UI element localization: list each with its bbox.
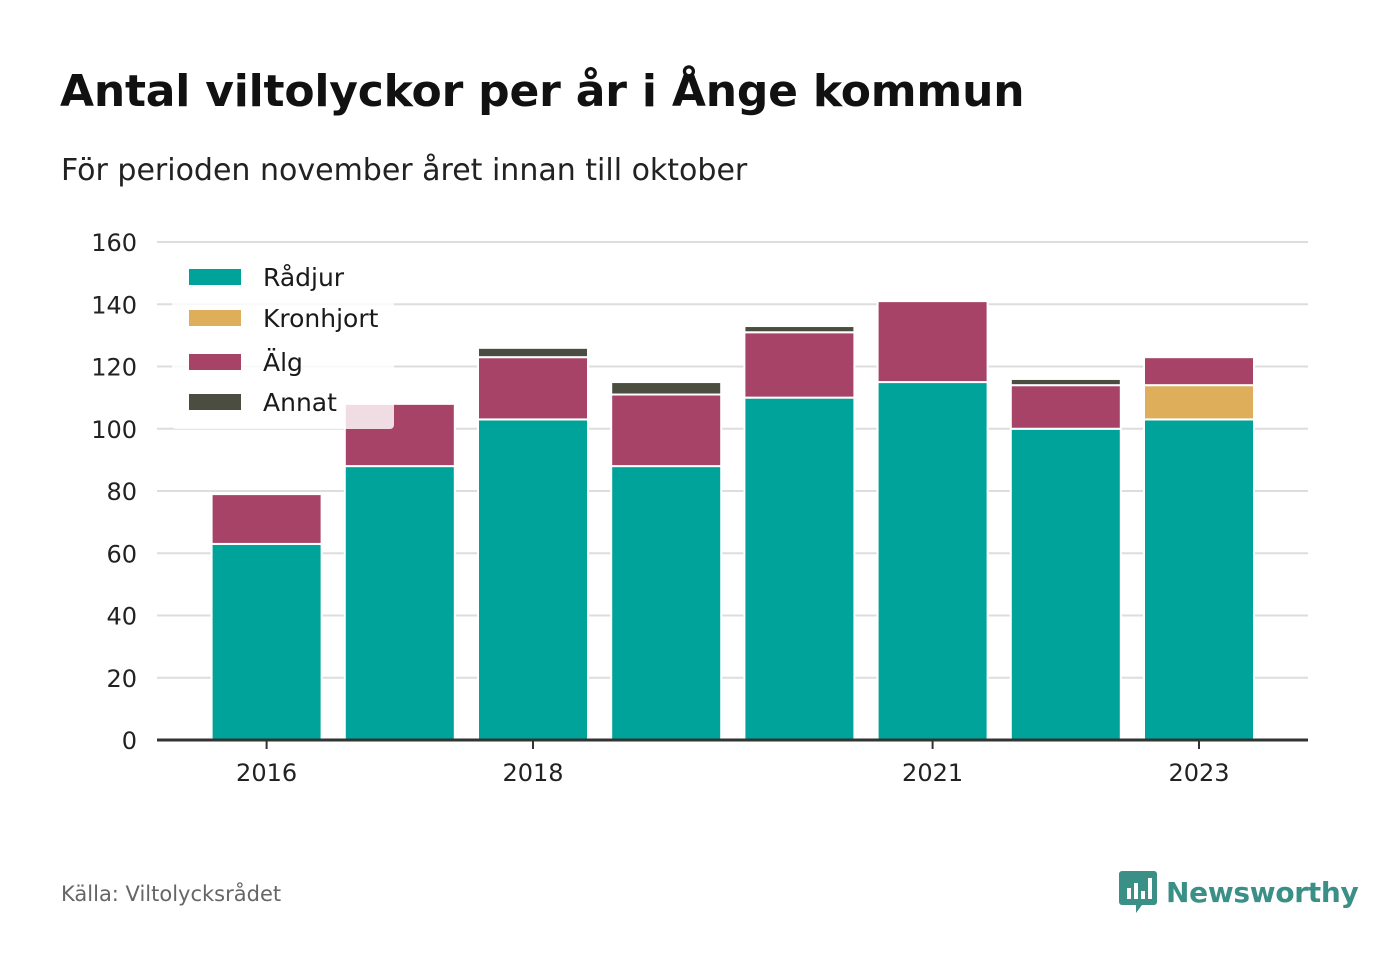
axes: 0 20 40 60 80 100 120 140 160 2016 2018 2021 2023: [91, 229, 1308, 787]
bar-segment[interactable]: [1009, 377, 1122, 387]
legend-label[interactable]: Annat: [263, 388, 337, 417]
bar-segment[interactable]: [210, 493, 323, 545]
bar-segment[interactable]: [610, 393, 723, 468]
bar-segment[interactable]: [1009, 427, 1122, 741]
legend-swatch: [189, 354, 241, 370]
y-tick-label: 40: [106, 603, 137, 631]
bar-segment[interactable]: [477, 346, 589, 359]
x-tick-label: 2016: [236, 759, 297, 787]
chart-subtitle: För perioden november året innan till ok…: [61, 153, 748, 188]
bar-segment[interactable]: [1143, 418, 1255, 741]
y-tick-label: 80: [106, 478, 137, 506]
bar-segment[interactable]: [610, 465, 723, 741]
bar-segment[interactable]: [743, 331, 856, 399]
bar-segment[interactable]: [743, 396, 856, 741]
x-tick-label: 2021: [902, 759, 963, 787]
legend-swatch: [189, 269, 241, 285]
newsworthy-logo-icon: [1119, 871, 1157, 913]
bar-segment[interactable]: [343, 465, 456, 741]
bar-segment[interactable]: [1009, 384, 1122, 430]
y-tick-label: 0: [122, 727, 137, 755]
legend-swatch: [189, 394, 241, 410]
y-tick-label: 120: [91, 354, 137, 382]
legend-label[interactable]: Rådjur: [263, 263, 345, 292]
brand-name: Newsworthy: [1166, 875, 1359, 909]
bar-segment[interactable]: [876, 381, 989, 741]
bar-segment[interactable]: [1143, 384, 1255, 421]
y-tick-label: 60: [106, 540, 137, 568]
bar-segment[interactable]: [743, 325, 856, 334]
legend-box: [172, 254, 394, 429]
legend-swatch: [189, 310, 241, 326]
y-tick-label: 20: [106, 665, 137, 693]
bar-segment[interactable]: [876, 300, 989, 384]
bars: [210, 300, 1255, 741]
y-tick-label: 140: [91, 291, 137, 319]
bar-segment[interactable]: [1143, 356, 1255, 387]
x-tick-label: 2023: [1168, 759, 1229, 787]
legend: Rådjur Kronhjort Älg Annat: [172, 254, 394, 429]
brand-logo[interactable]: Newsworthy: [1118, 869, 1359, 915]
bar-segment[interactable]: [210, 542, 323, 741]
source-note: Källa: Viltolycksrådet: [61, 882, 282, 906]
y-tick-label: 100: [91, 416, 137, 444]
bar-segment[interactable]: [477, 418, 589, 741]
bar-segment[interactable]: [610, 381, 723, 396]
bar-segment[interactable]: [477, 356, 589, 421]
chart-title: Antal viltolyckor per år i Ånge kommun: [60, 66, 1025, 117]
x-tick-label: 2018: [502, 759, 563, 787]
legend-label[interactable]: Kronhjort: [263, 304, 379, 333]
y-tick-label: 160: [91, 229, 137, 257]
legend-label[interactable]: Älg: [263, 348, 303, 377]
